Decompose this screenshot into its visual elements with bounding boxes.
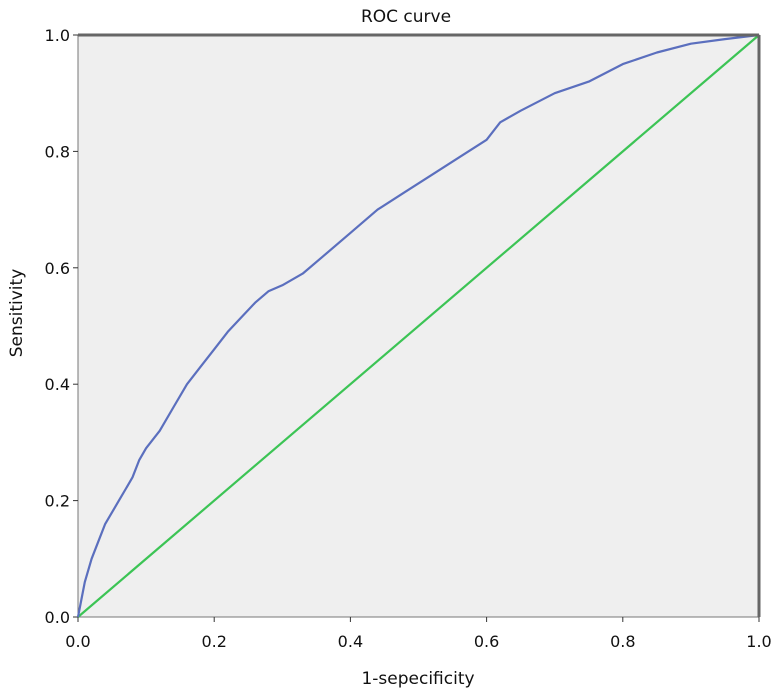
y-tick-label: 0.0 <box>45 608 70 627</box>
x-tick-label: 1.0 <box>746 632 771 651</box>
roc-curve-line <box>76 33 760 618</box>
y-axis: 0.0 0.2 0.4 0.6 0.8 1.0 <box>45 26 78 627</box>
y-tick-label: 0.4 <box>45 375 70 394</box>
y-tick-label: 0.2 <box>45 492 70 511</box>
reference-diagonal-line <box>77 34 760 618</box>
series-layer <box>76 33 761 618</box>
x-tick-label: 0.2 <box>201 632 226 651</box>
chart-title: ROC curve <box>361 7 451 27</box>
x-tick-label: 0.4 <box>338 632 363 651</box>
y-tick-label: 0.8 <box>45 142 70 161</box>
x-tick-label: 0.0 <box>65 632 90 651</box>
x-axis-title: 1-sepecificity <box>361 669 474 689</box>
y-tick-label: 0.6 <box>45 259 70 278</box>
x-axis: 0.0 0.2 0.4 0.6 0.8 1.0 <box>65 617 772 651</box>
x-tick-label: 0.8 <box>610 632 635 651</box>
x-tick-label: 0.6 <box>474 632 499 651</box>
y-tick-label: 1.0 <box>45 26 70 45</box>
y-axis-title: Sensitivity <box>7 269 27 358</box>
